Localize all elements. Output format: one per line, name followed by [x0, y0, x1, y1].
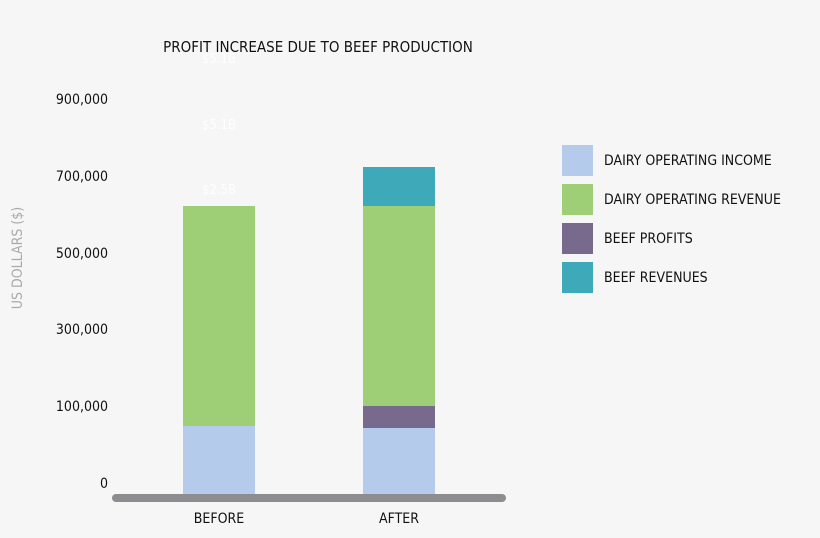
bar-segment-beef-revenues: [363, 166, 435, 206]
legend-item: BEEF REVENUES: [562, 262, 708, 293]
legend-item: DAIRY OPERATING REVENUE: [562, 184, 781, 215]
x-tick-label: AFTER: [378, 511, 420, 527]
legend-label: DAIRY OPERATING REVENUE: [604, 191, 781, 208]
y-tick-label: 700,000: [55, 168, 108, 185]
bar-segment-dairy-operating-income: [363, 427, 435, 494]
legend-swatch: [562, 223, 593, 254]
chart-title: PROFIT INCREASE DUE TO BEEF PRODUCTION: [163, 38, 473, 56]
y-tick-label: 100,000: [55, 399, 108, 416]
legend-label: BEEF PROFITS: [604, 230, 693, 247]
legend-swatch: [562, 184, 593, 215]
annotation: $5.1B: [201, 52, 237, 67]
y-tick-label: 500,000: [55, 245, 108, 262]
bar-segment-dairy-operating-income: [183, 426, 255, 494]
legend-label: DAIRY OPERATING INCOME: [604, 152, 772, 169]
x-axis-line: [112, 494, 506, 502]
annotation: $2.5B: [201, 183, 237, 198]
x-tick-label: BEFORE: [193, 511, 245, 527]
legend-swatch: [562, 262, 593, 293]
legend-swatch: [562, 145, 593, 176]
bar-segment-beef-profits: [363, 405, 435, 428]
y-tick-label: 300,000: [55, 322, 108, 339]
y-axis-label: US DOLLARS ($): [10, 206, 26, 310]
legend-item: BEEF PROFITS: [562, 223, 693, 254]
y-tick-label: 0: [99, 476, 108, 492]
legend-item: DAIRY OPERATING INCOME: [562, 145, 772, 176]
legend-label: BEEF REVENUES: [604, 269, 708, 286]
y-tick-label: 900,000: [55, 92, 108, 108]
annotation: $5.1B: [201, 118, 237, 133]
bar-segment-dairy-operating-revenue: [363, 205, 435, 406]
bar-segment-dairy-operating-revenue: [183, 205, 255, 427]
